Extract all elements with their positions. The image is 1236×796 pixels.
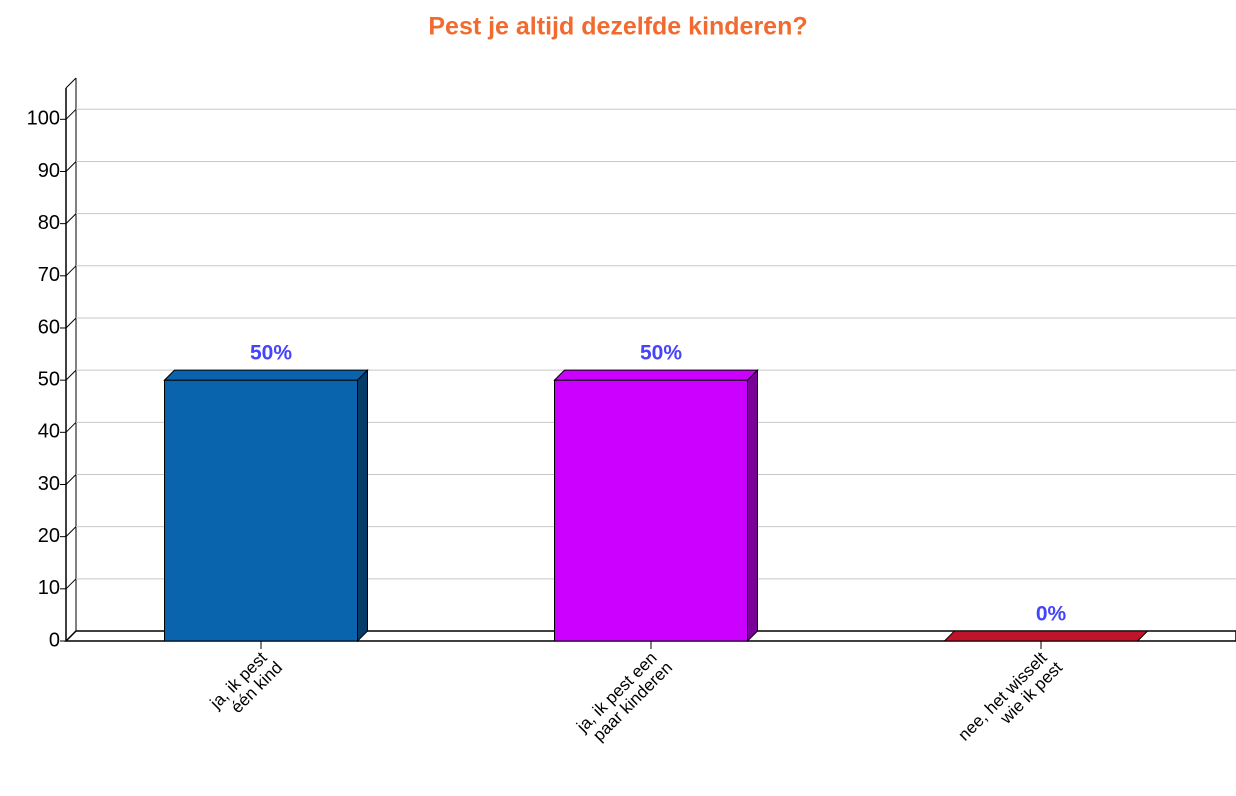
y-tick-label: 60 xyxy=(38,316,60,338)
chart-title: Pest je altijd dezelfde kinderen? xyxy=(428,13,807,41)
bar xyxy=(164,379,358,642)
bar-top xyxy=(943,630,1149,642)
x-tick-label: nee, het wisseltwie ik pest xyxy=(955,646,1067,758)
y-tick-label: 70 xyxy=(38,264,60,286)
tick-diagonal xyxy=(65,474,77,485)
y-tick-label: 10 xyxy=(38,577,60,599)
tick-diagonal xyxy=(65,526,77,538)
tick-diagonal xyxy=(65,578,77,590)
y-tick-label: 50 xyxy=(38,368,60,390)
y-tick-label: 20 xyxy=(38,525,60,547)
bar-top xyxy=(163,369,369,381)
y-tick-label: 100 xyxy=(27,108,60,130)
tick-diagonal xyxy=(65,213,77,224)
bar xyxy=(554,379,748,642)
tick-diagonal xyxy=(65,161,77,172)
axis-top xyxy=(65,77,77,89)
y-tick-label: 40 xyxy=(38,421,60,443)
x-tick-label: ja, ik pestéén kind xyxy=(206,646,286,726)
tick-diagonal xyxy=(65,265,77,277)
tick-diagonal xyxy=(65,630,77,642)
bar-top xyxy=(553,369,759,381)
bar-side xyxy=(747,368,758,643)
y-tick-label: 30 xyxy=(38,473,60,495)
value-label: 50% xyxy=(640,342,682,365)
tick-diagonal xyxy=(65,317,77,329)
bar-side xyxy=(357,368,368,643)
value-label: 50% xyxy=(250,342,292,365)
x-tick-label: ja, ik pest eenpaar kinderen xyxy=(573,646,677,750)
y-tick-label: 90 xyxy=(38,160,60,182)
y-tick-label: 80 xyxy=(38,212,60,234)
tick-diagonal xyxy=(65,108,77,120)
tick-diagonal xyxy=(65,369,77,381)
value-label: 0% xyxy=(1036,603,1067,626)
tick-diagonal xyxy=(65,421,77,433)
y-tick-label: 0 xyxy=(49,629,60,651)
